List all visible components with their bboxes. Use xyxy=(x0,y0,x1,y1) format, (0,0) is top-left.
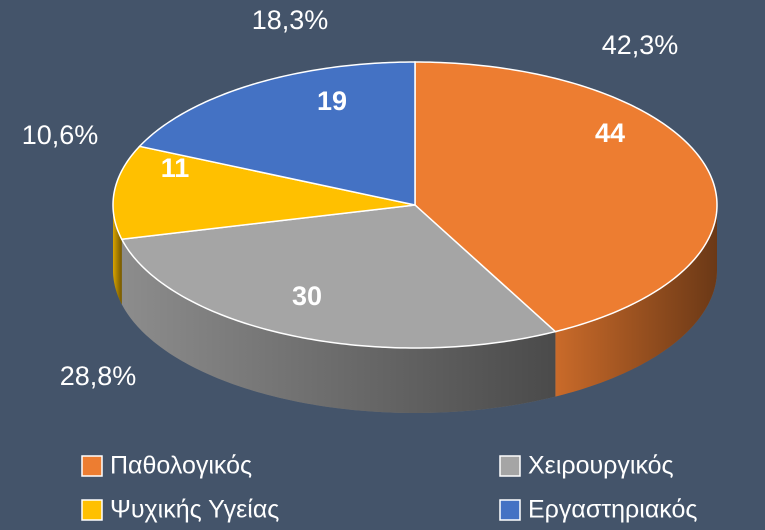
value-label: 30 xyxy=(292,281,322,311)
slice xyxy=(120,204,557,349)
value-label: 11 xyxy=(161,153,190,183)
slice-side-shade xyxy=(113,205,122,305)
legend-label: Παθολογικός xyxy=(110,452,252,480)
value-label: 19 xyxy=(317,86,347,116)
slice xyxy=(414,61,718,333)
legend-swatch xyxy=(499,499,521,521)
legend-label: Χειρουργικός xyxy=(528,452,674,480)
legend-label: Εργαστηριακός xyxy=(528,496,697,524)
percent-label: 10,6% xyxy=(22,120,99,150)
legend-swatch xyxy=(81,499,103,521)
value-label: 44 xyxy=(595,118,625,148)
slice-side-shade xyxy=(121,239,556,413)
legend-swatch xyxy=(81,455,103,477)
percent-label: 18,3% xyxy=(252,5,329,35)
percent-label: 42,3% xyxy=(602,30,679,60)
percent-label: 28,8% xyxy=(60,361,137,391)
legend-swatch xyxy=(499,455,521,477)
legend-label: Ψυχικής Υγείας xyxy=(110,496,279,524)
slice xyxy=(138,61,416,206)
slice-side-shade xyxy=(555,205,717,397)
slice xyxy=(112,145,416,241)
